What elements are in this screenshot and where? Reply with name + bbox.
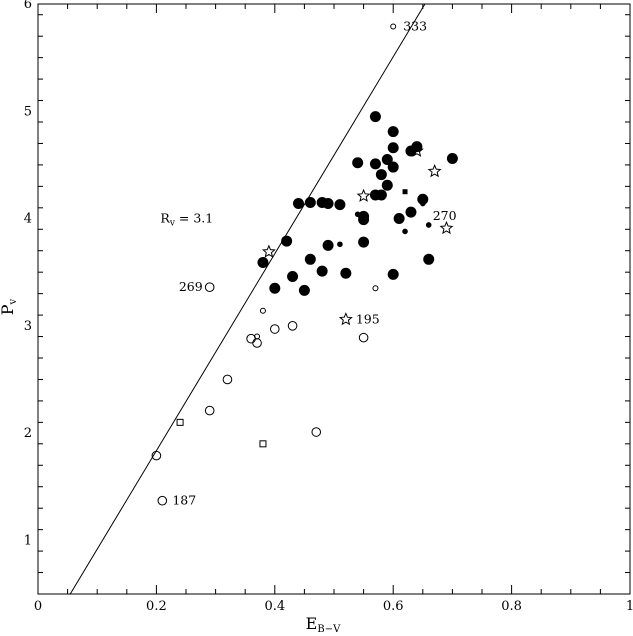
point-annotation: 333 bbox=[403, 19, 427, 34]
filled-circle-point bbox=[423, 253, 435, 265]
x-tick-label: 0.6 bbox=[383, 599, 404, 614]
filled-circle-point bbox=[322, 239, 334, 251]
filled-circle-point bbox=[269, 282, 281, 294]
small-open-circle-point bbox=[372, 285, 379, 292]
axis-ticks: 0 0.2 0.4 0.6 0.8 1 1 2 3 4 5 6 bbox=[24, 0, 633, 614]
filled-circle-point bbox=[316, 265, 328, 277]
y-tick-label: 4 bbox=[24, 212, 32, 227]
y-tick-label: 3 bbox=[24, 319, 32, 334]
reference-line-layer: Rv = 3.1 bbox=[69, 3, 426, 595]
x-tick-label: 1 bbox=[626, 599, 633, 614]
annotations-layer: 333 270 269 195 187 bbox=[172, 19, 456, 508]
y-axis-label: Pv bbox=[0, 298, 19, 315]
x-tick-label: 0.4 bbox=[264, 599, 285, 614]
filled-square-point bbox=[402, 189, 408, 195]
filled-circle-point bbox=[405, 206, 417, 218]
open-star-point bbox=[439, 220, 454, 235]
y-tick-label: 2 bbox=[24, 426, 32, 441]
small-open-circle-point bbox=[254, 333, 261, 340]
point-annotation: 187 bbox=[172, 493, 196, 508]
filled-circle-point bbox=[358, 214, 370, 226]
x-tick-label: 0.2 bbox=[146, 599, 167, 614]
open-circle-point bbox=[151, 450, 162, 461]
open-square-point bbox=[176, 418, 184, 426]
open-star-point bbox=[427, 164, 442, 178]
filled-circle-point bbox=[387, 142, 399, 154]
open-circle-point bbox=[204, 282, 215, 293]
open-circle-point bbox=[157, 495, 168, 506]
open-circle-point bbox=[287, 321, 298, 331]
open-square-point bbox=[259, 440, 267, 448]
small-open-circle-point bbox=[259, 307, 266, 314]
x-axis-label: EB−V bbox=[306, 614, 341, 635]
open-circle-point bbox=[311, 427, 322, 437]
filled-circle-point bbox=[381, 154, 393, 166]
filled-circle-point bbox=[375, 189, 387, 201]
filled-circle-point bbox=[281, 235, 293, 247]
filled-circle-point bbox=[352, 157, 364, 169]
point-annotation: 269 bbox=[179, 279, 203, 294]
open-circle-point bbox=[246, 333, 256, 344]
filled-circle-point bbox=[381, 179, 393, 191]
small-open-circle-point bbox=[390, 23, 397, 30]
filled-circle-point bbox=[298, 284, 310, 296]
open-star-point bbox=[409, 143, 424, 157]
small-filled-circle-point bbox=[425, 222, 432, 228]
open-star-point bbox=[261, 244, 276, 258]
filled-circle-point bbox=[322, 198, 334, 210]
filled-circle-point bbox=[358, 236, 370, 248]
filled-circle-point bbox=[292, 198, 304, 210]
reference-line-label: Rv = 3.1 bbox=[160, 211, 213, 229]
open-circle-point bbox=[222, 374, 233, 385]
filled-circle-point bbox=[369, 158, 381, 170]
reference-line bbox=[69, 3, 426, 595]
y-tick-label: 5 bbox=[24, 104, 32, 119]
x-tick-label: 0 bbox=[34, 599, 42, 614]
x-tick-label: 0.8 bbox=[501, 599, 522, 614]
filled-circle-point bbox=[393, 213, 405, 225]
open-star-point bbox=[356, 188, 371, 202]
filled-circle-point bbox=[387, 268, 399, 280]
open-circle-point bbox=[252, 338, 262, 348]
small-filled-circle-point bbox=[337, 241, 343, 248]
filled-circle-point bbox=[387, 126, 399, 138]
filled-circle-point bbox=[340, 267, 352, 279]
filled-circle-point bbox=[257, 257, 269, 269]
point-annotation: 270 bbox=[433, 208, 457, 223]
filled-circle-point bbox=[287, 270, 299, 282]
point-annotation: 195 bbox=[356, 311, 380, 326]
small-filled-circle-point bbox=[354, 211, 361, 218]
y-tick-label: 1 bbox=[24, 533, 32, 548]
filled-circle-point bbox=[369, 111, 381, 123]
filled-circle-point bbox=[446, 152, 458, 164]
filled-circle-point bbox=[375, 169, 387, 181]
filled-circle-point bbox=[411, 141, 423, 153]
y-tick-label: 6 bbox=[24, 0, 32, 12]
data-points-layer bbox=[151, 23, 458, 506]
filled-circle-point bbox=[334, 199, 346, 211]
filled-circle-point bbox=[304, 196, 316, 208]
filled-circle-point bbox=[417, 193, 429, 205]
open-star-point bbox=[338, 312, 353, 326]
plot-frame bbox=[37, 3, 631, 595]
open-circle-point bbox=[270, 324, 280, 334]
open-circle-point bbox=[358, 332, 369, 343]
filled-circle-point bbox=[304, 253, 316, 265]
small-filled-circle-point bbox=[420, 200, 426, 207]
open-circle-point bbox=[204, 405, 215, 416]
small-filled-circle-point bbox=[402, 228, 408, 235]
filled-circle-point bbox=[387, 161, 399, 173]
